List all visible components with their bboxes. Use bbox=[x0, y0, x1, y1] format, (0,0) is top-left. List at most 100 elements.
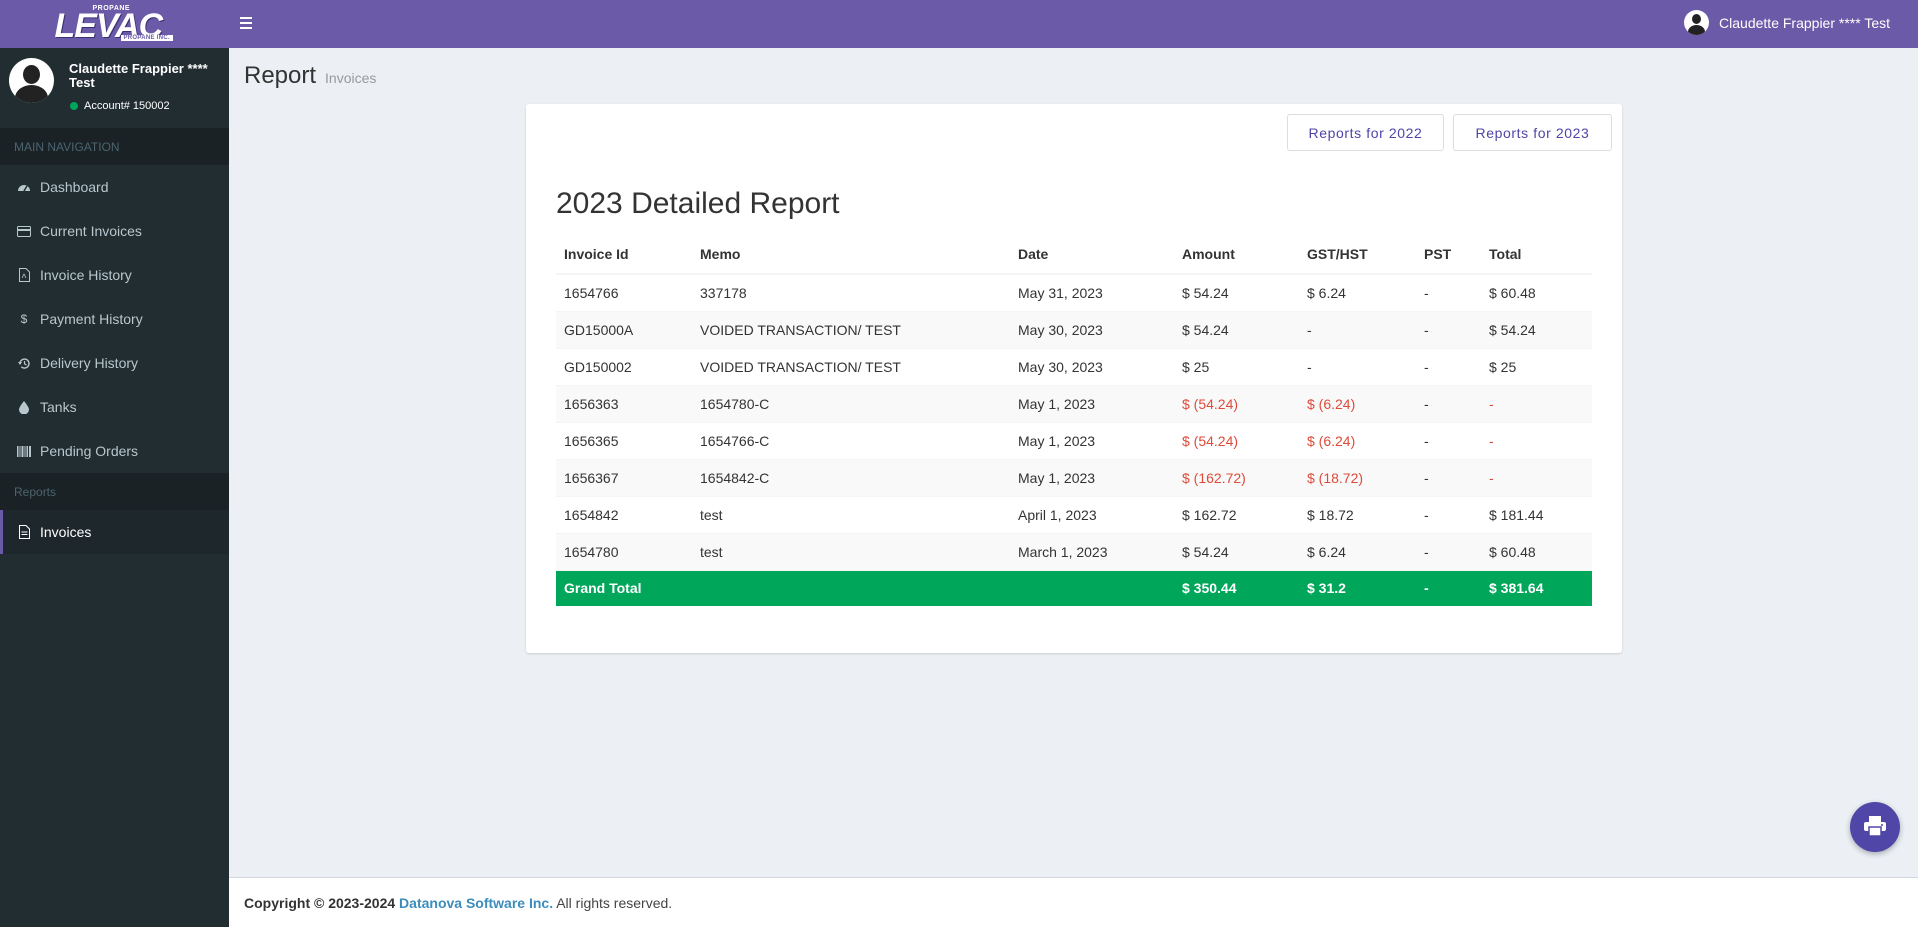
footer-rights: All rights reserved. bbox=[556, 895, 673, 911]
report-table: Invoice Id Memo Date Amount GST/HST PST … bbox=[556, 234, 1592, 606]
cell-date: May 30, 2023 bbox=[1010, 310, 1174, 348]
dashboard-icon bbox=[16, 179, 32, 195]
cell-total: - bbox=[1481, 458, 1592, 496]
print-button[interactable] bbox=[1850, 802, 1900, 852]
table-row: GD15000A VOIDED TRANSACTION/ TEST May 30… bbox=[556, 310, 1592, 348]
user-menu[interactable]: Claudette Frappier **** Test bbox=[1684, 10, 1890, 35]
user-avatar-icon bbox=[1684, 10, 1710, 35]
footer-copyright: Copyright © 2023-2024 bbox=[244, 895, 396, 911]
sidebar-item-invoices[interactable]: Invoices bbox=[0, 510, 229, 554]
grand-total-row: Grand Total $ 350.44 $ 31.2 - $ 381.64 bbox=[556, 569, 1592, 606]
sidebar-item-label: Invoices bbox=[40, 524, 92, 540]
footer: Copyright © 2023-2024 Datanova Software … bbox=[229, 877, 1918, 927]
cell-total: $ 25 bbox=[1481, 347, 1592, 385]
cell-pst: - bbox=[1416, 384, 1481, 422]
table-row: 1654780 test March 1, 2023 $ 54.24 $ 6.2… bbox=[556, 532, 1592, 570]
cell-gst-hst: $ 6.24 bbox=[1299, 532, 1416, 570]
cell-invoice-id: 1654842 bbox=[556, 495, 692, 533]
sidebar-user-name: Claudette Frappier **** Test bbox=[69, 61, 208, 90]
table-row: 1654842 test April 1, 2023 $ 162.72 $ 18… bbox=[556, 495, 1592, 533]
sidebar-item-tanks[interactable]: Tanks bbox=[0, 385, 229, 429]
column-header-pst: PST bbox=[1416, 234, 1481, 275]
cell-invoice-id: GD150002 bbox=[556, 347, 692, 385]
sidebar-item-current-invoices[interactable]: Current Invoices bbox=[0, 209, 229, 253]
cell-total: $ 54.24 bbox=[1481, 310, 1592, 348]
cell-memo: 337178 bbox=[692, 273, 1010, 311]
sidebar-item-dashboard[interactable]: Dashboard bbox=[0, 165, 229, 209]
cell-date: May 1, 2023 bbox=[1010, 421, 1174, 459]
credit-card-icon bbox=[16, 223, 32, 239]
cell-gst-hst: $ (6.24) bbox=[1299, 421, 1416, 459]
user-panel: Claudette Frappier **** Test Account# 15… bbox=[0, 48, 229, 128]
barcode-icon bbox=[16, 443, 32, 459]
table-row: 1656367 1654842-C May 1, 2023 $ (162.72)… bbox=[556, 458, 1592, 496]
cell-invoice-id: 1656363 bbox=[556, 384, 692, 422]
sidebar-item-delivery-history[interactable]: Delivery History bbox=[0, 341, 229, 385]
cell-memo: VOIDED TRANSACTION/ TEST bbox=[692, 310, 1010, 348]
cell-invoice-id: 1656367 bbox=[556, 458, 692, 496]
cell-amount: $ (54.24) bbox=[1174, 384, 1299, 422]
dollar-icon: $ bbox=[20, 312, 28, 326]
nav-header-main: MAIN NAVIGATION bbox=[0, 128, 229, 165]
cell-invoice-id: 1654766 bbox=[556, 273, 692, 311]
cell-pst: - bbox=[1416, 310, 1481, 348]
account-status: Account# 150002 bbox=[70, 100, 170, 112]
cell-amount: $ (162.72) bbox=[1174, 458, 1299, 496]
document-icon bbox=[16, 524, 32, 540]
column-header-memo: Memo bbox=[692, 234, 1010, 275]
cell-gst-hst: $ (6.24) bbox=[1299, 384, 1416, 422]
top-navbar: PROPANE LEVAC PROPANE INC. Claudette Fra… bbox=[0, 0, 1918, 48]
cell-pst: - bbox=[1416, 347, 1481, 385]
column-header-total: Total bbox=[1481, 234, 1592, 275]
printer-icon bbox=[1864, 815, 1886, 839]
sidebar-item-payment-history[interactable]: $ Payment History bbox=[0, 297, 229, 341]
sidebar-toggle-button[interactable] bbox=[240, 13, 260, 33]
cell-pst: - bbox=[1416, 495, 1481, 533]
pdf-file-icon bbox=[16, 267, 32, 283]
report-box: Reports for 2022 Reports for 2023 2023 D… bbox=[526, 104, 1622, 653]
cell-pst: - bbox=[1416, 532, 1481, 570]
reports-2023-button[interactable]: Reports for 2023 bbox=[1453, 114, 1612, 151]
logo-top-text: PROPANE bbox=[92, 5, 131, 12]
cell-date: May 1, 2023 bbox=[1010, 384, 1174, 422]
account-number: Account# 150002 bbox=[84, 100, 170, 112]
sidebar-item-label: Delivery History bbox=[40, 355, 139, 371]
grand-total-label: Grand Total bbox=[556, 569, 1174, 606]
cell-pst: - bbox=[1416, 273, 1481, 311]
cell-memo: test bbox=[692, 495, 1010, 533]
sidebar-item-label: Payment History bbox=[40, 311, 143, 327]
grand-total-gst-hst: $ 31.2 bbox=[1299, 569, 1416, 606]
cell-amount: $ 162.72 bbox=[1174, 495, 1299, 533]
sidebar-item-pending-orders[interactable]: Pending Orders bbox=[0, 429, 229, 473]
sidebar-item-label: Dashboard bbox=[40, 179, 109, 195]
logo-area[interactable]: PROPANE LEVAC PROPANE INC. bbox=[0, 0, 229, 48]
logo-bottom-text: PROPANE INC. bbox=[120, 35, 173, 41]
table-header-row: Invoice Id Memo Date Amount GST/HST PST … bbox=[556, 234, 1592, 275]
column-header-date: Date bbox=[1010, 234, 1174, 275]
cell-amount: $ 54.24 bbox=[1174, 273, 1299, 311]
cell-total: $ 181.44 bbox=[1481, 495, 1592, 533]
cell-pst: - bbox=[1416, 458, 1481, 496]
cell-invoice-id: 1656365 bbox=[556, 421, 692, 459]
menu-icon-bar bbox=[240, 22, 252, 24]
sidebar-item-label: Pending Orders bbox=[40, 443, 139, 459]
sidebar-item-invoice-history[interactable]: Invoice History bbox=[0, 253, 229, 297]
sidebar: Claudette Frappier **** Test Account# 15… bbox=[0, 48, 229, 927]
footer-company-link[interactable]: Datanova Software Inc. bbox=[399, 895, 554, 911]
cell-date: March 1, 2023 bbox=[1010, 532, 1174, 570]
avatar bbox=[9, 58, 54, 103]
cell-memo: 1654780-C bbox=[692, 384, 1010, 422]
reports-2022-button[interactable]: Reports for 2022 bbox=[1287, 114, 1444, 151]
cell-date: May 31, 2023 bbox=[1010, 273, 1174, 311]
column-header-gst-hst: GST/HST bbox=[1299, 234, 1416, 275]
cell-amount: $ 25 bbox=[1174, 347, 1299, 385]
menu-icon-bar bbox=[240, 17, 252, 19]
cell-gst-hst: - bbox=[1299, 347, 1416, 385]
cell-amount: $ 54.24 bbox=[1174, 310, 1299, 348]
cell-memo: 1654842-C bbox=[692, 458, 1010, 496]
table-row: GD150002 VOIDED TRANSACTION/ TEST May 30… bbox=[556, 347, 1592, 385]
cell-amount: $ 54.24 bbox=[1174, 532, 1299, 570]
sidebar-item-label: Current Invoices bbox=[40, 223, 142, 239]
sidebar-item-label: Tanks bbox=[40, 399, 77, 415]
grand-total-total: $ 381.64 bbox=[1481, 569, 1592, 606]
